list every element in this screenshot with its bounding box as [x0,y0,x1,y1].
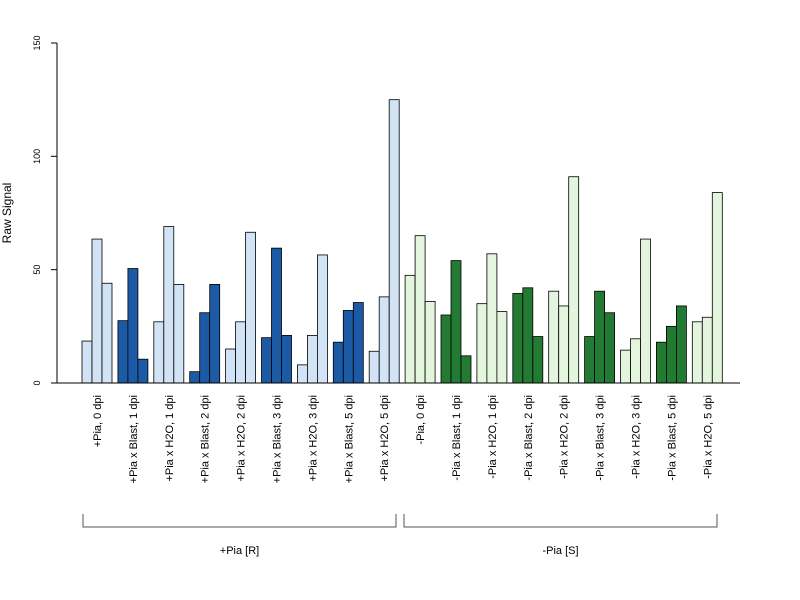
bar [630,338,641,384]
category-label: -Pia x H2O, 2 dpi [559,395,571,479]
bar [496,311,508,384]
bar [163,226,175,384]
y-tick-label: 50 [32,265,42,275]
bar [440,314,452,384]
group-bracket [403,514,718,528]
category-label: -Pia x Blast, 5 dpi [666,395,678,481]
bar [342,310,354,384]
bar [245,231,257,384]
bar [594,290,605,384]
bar [640,238,651,384]
bar [486,253,498,384]
bar [532,336,544,384]
category-label: -Pia x Blast, 2 dpi [523,395,535,481]
category-label: -Pia x H2O, 1 dpi [487,395,499,479]
bar [261,337,272,384]
category-label: +Pia x Blast, 5 dpi [343,395,355,483]
bar [368,350,380,384]
bar [316,254,328,384]
bar [460,355,472,384]
bar [568,176,580,384]
group-label: -Pia [S] [542,545,578,557]
bar [153,321,165,384]
group-brackets: +Pia [R] -Pia [S] [82,514,718,557]
category-label: +Pia x Blast, 1 dpi [128,395,140,483]
bars-layer [81,99,723,384]
bar [656,341,667,384]
bar [127,268,139,384]
y-tick-label: 100 [32,149,42,164]
bar [332,341,344,384]
bar [137,358,149,384]
bar [306,334,318,384]
category-label: +Pia x H2O, 5 dpi [379,395,391,482]
bar [225,348,237,384]
group-bracket [82,514,397,528]
bar [522,287,534,384]
bar [691,321,703,384]
bar [584,336,595,384]
bar [235,321,247,384]
bar [378,296,390,384]
bar [209,283,221,384]
bar [352,302,364,384]
bar [666,325,677,384]
bar [558,305,570,384]
bar [414,235,426,384]
category-label: +Pia x Blast, 3 dpi [272,395,284,483]
bar [189,371,201,384]
category-label: -Pia x Blast, 1 dpi [451,395,463,481]
y-tick-label: 150 [32,35,42,50]
bar [711,192,723,384]
bar [81,340,93,384]
bar [476,303,488,384]
bar [701,316,713,384]
category-label: -Pia x Blast, 3 dpi [595,395,607,481]
bar [548,290,560,384]
bar [512,293,524,384]
bar [604,312,615,384]
bar [173,283,185,384]
group-label: +Pia [R] [220,545,259,557]
category-label: +Pia, 0 dpi [92,395,104,447]
axes-layer [56,43,740,384]
bar [404,274,416,384]
y-ticks: 0 50 100 150 [32,35,57,386]
bar [271,247,282,384]
bar [117,320,129,384]
bar [281,334,292,384]
category-label: -Pia, 0 dpi [415,395,427,445]
category-label: +Pia x H2O, 2 dpi [236,395,248,482]
bar [296,364,308,384]
category-label: -Pia x H2O, 5 dpi [702,395,714,479]
bar [91,238,103,384]
category-label: +Pia x H2O, 1 dpi [164,395,176,482]
category-label: +Pia x Blast, 2 dpi [200,395,212,483]
category-label: +Pia x H2O, 3 dpi [307,395,319,482]
bar [450,260,462,384]
bar [424,300,436,384]
category-labels: +Pia, 0 dpi +Pia x Blast, 1 dpi +Pia x H2O… [92,395,714,483]
bar [676,305,687,384]
y-axis-label: Raw Signal [0,183,14,244]
y-tick-label: 0 [32,380,42,385]
bar [620,349,631,384]
bar [388,99,400,384]
bar [199,312,211,384]
bar [101,282,113,384]
category-label: -Pia x H2O, 3 dpi [631,395,643,479]
